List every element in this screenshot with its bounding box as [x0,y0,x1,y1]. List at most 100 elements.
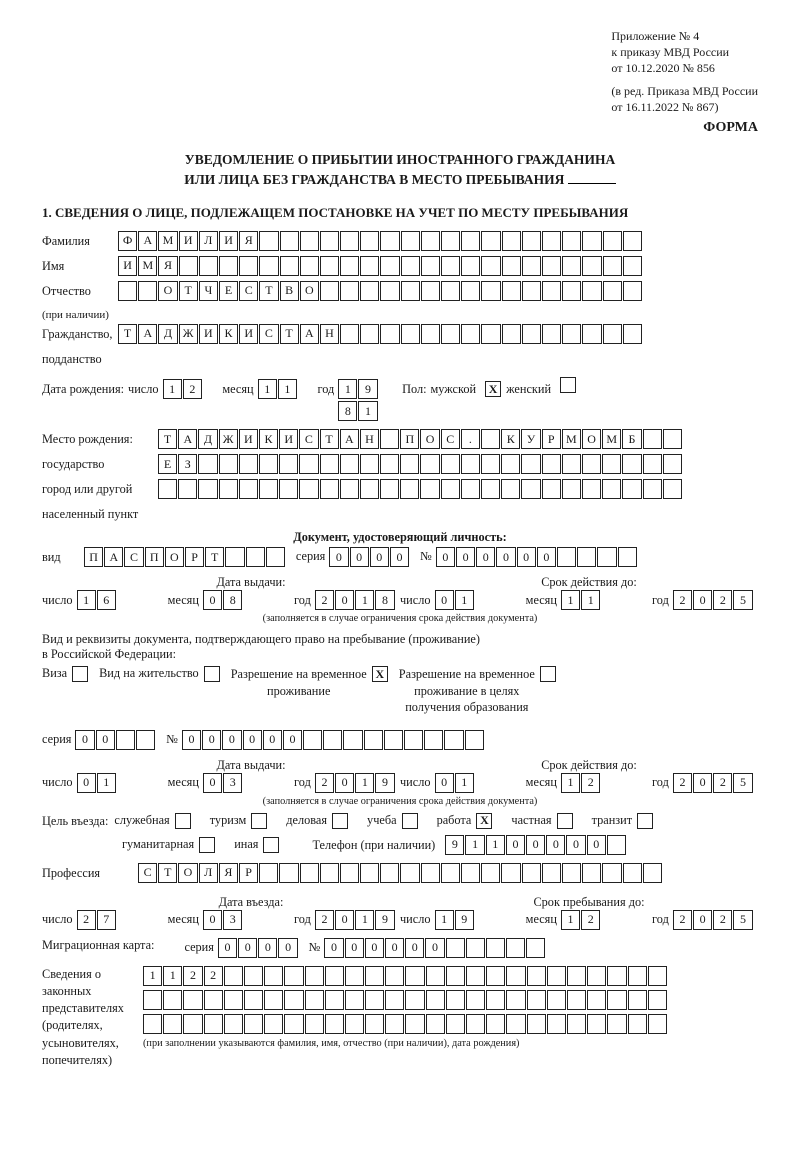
text-cell[interactable]: 1 [355,773,374,793]
text-cell[interactable]: Д [198,429,217,449]
text-cell[interactable]: 2 [673,590,692,610]
text-cell[interactable]: А [104,547,123,567]
text-cell[interactable] [607,835,626,855]
legal-reps-input-row2[interactable] [143,990,758,1012]
text-cell[interactable]: 0 [218,938,237,958]
text-cell[interactable]: Ж [179,324,198,344]
text-cell[interactable] [562,324,581,344]
text-cell[interactable] [384,730,403,750]
text-cell[interactable]: Ж [219,429,238,449]
text-cell[interactable]: К [501,429,520,449]
text-cell[interactable] [405,966,424,986]
text-cell[interactable]: 0 [77,773,96,793]
birthplace-line3-input[interactable] [158,479,758,501]
text-cell[interactable] [622,454,641,474]
text-cell[interactable] [421,281,440,301]
text-cell[interactable] [562,454,581,474]
text-cell[interactable]: 1 [77,590,96,610]
text-cell[interactable] [527,1014,546,1034]
text-cell[interactable] [325,966,344,986]
text-cell[interactable]: З [178,454,197,474]
text-cell[interactable]: У [521,429,540,449]
text-cell[interactable]: 6 [97,590,116,610]
text-cell[interactable]: 0 [390,547,409,567]
text-cell[interactable] [320,863,339,883]
text-cell[interactable] [360,281,379,301]
text-cell[interactable] [562,281,581,301]
text-cell[interactable]: 0 [587,835,606,855]
text-cell[interactable] [279,479,298,499]
text-cell[interactable] [481,281,500,301]
text-cell[interactable]: 1 [163,966,182,986]
text-cell[interactable] [628,990,647,1010]
text-cell[interactable] [502,324,521,344]
text-cell[interactable] [365,1014,384,1034]
text-cell[interactable]: 0 [203,590,222,610]
text-cell[interactable] [259,256,278,276]
text-cell[interactable] [542,281,561,301]
text-cell[interactable] [461,863,480,883]
text-cell[interactable]: 2 [713,910,732,930]
text-cell[interactable]: К [219,324,238,344]
text-cell[interactable] [264,966,283,986]
text-cell[interactable]: 0 [350,547,369,567]
text-cell[interactable] [522,281,541,301]
text-cell[interactable] [244,990,263,1010]
text-cell[interactable]: 1 [355,910,374,930]
text-cell[interactable] [461,256,480,276]
text-cell[interactable]: К [259,429,278,449]
text-cell[interactable] [380,324,399,344]
text-cell[interactable]: Р [185,547,204,567]
text-cell[interactable]: 8 [223,590,242,610]
text-cell[interactable]: О [420,429,439,449]
text-cell[interactable]: 1 [561,910,580,930]
text-cell[interactable] [279,863,298,883]
text-cell[interactable]: 2 [183,379,202,399]
text-cell[interactable]: Н [320,324,339,344]
text-cell[interactable] [465,730,484,750]
text-cell[interactable] [562,479,581,499]
text-cell[interactable] [264,990,283,1010]
text-cell[interactable] [441,454,460,474]
purpose-work-checkbox[interactable]: X [476,813,492,829]
text-cell[interactable] [501,479,520,499]
text-cell[interactable] [401,256,420,276]
text-cell[interactable] [143,1014,162,1034]
text-cell[interactable]: 1 [358,401,377,421]
text-cell[interactable] [116,730,135,750]
text-cell[interactable] [365,990,384,1010]
text-cell[interactable]: Я [219,863,238,883]
text-cell[interactable] [360,256,379,276]
text-cell[interactable] [320,281,339,301]
text-cell[interactable] [587,966,606,986]
text-cell[interactable]: 2 [77,910,96,930]
text-cell[interactable] [562,231,581,251]
text-cell[interactable] [607,966,626,986]
purpose-humanitarian-checkbox[interactable] [199,837,215,853]
text-cell[interactable]: 1 [355,590,374,610]
text-cell[interactable] [461,479,480,499]
text-cell[interactable]: С [239,281,258,301]
text-cell[interactable] [360,454,379,474]
text-cell[interactable]: И [219,231,238,251]
text-cell[interactable] [163,990,182,1010]
text-cell[interactable] [340,231,359,251]
text-cell[interactable]: Р [239,863,258,883]
purpose-transit-checkbox[interactable] [637,813,653,829]
text-cell[interactable] [323,730,342,750]
text-cell[interactable]: Н [360,429,379,449]
text-cell[interactable]: 0 [526,835,545,855]
text-cell[interactable] [360,231,379,251]
text-cell[interactable]: Л [199,231,218,251]
